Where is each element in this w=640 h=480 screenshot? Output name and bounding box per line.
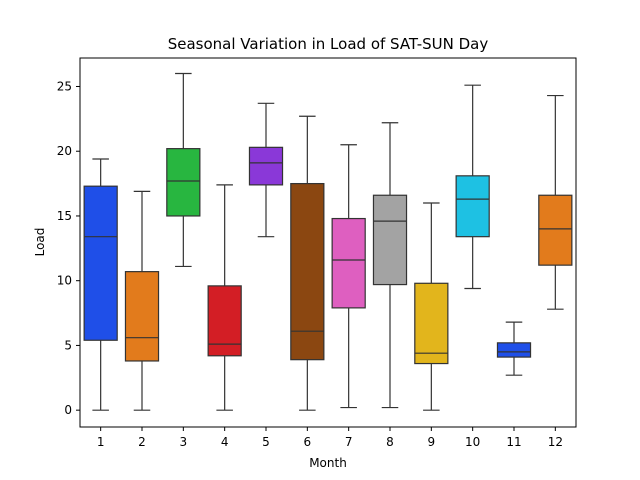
iqr-box <box>496 342 532 358</box>
iqr-box <box>538 194 573 266</box>
box-month-10 <box>455 84 490 290</box>
box-month-11 <box>496 321 532 376</box>
box-month-3 <box>166 72 201 268</box>
x-tick-label: 1 <box>97 435 105 449</box>
iqr-box <box>248 146 284 186</box>
box-month-12 <box>538 94 573 310</box>
y-tick-label: 0 <box>64 403 72 417</box>
x-tick-label: 9 <box>428 435 436 449</box>
box-month-6 <box>290 115 325 411</box>
y-axis-label: Load <box>33 228 47 257</box>
x-tick-label: 11 <box>506 435 521 449</box>
x-tick-label: 10 <box>465 435 480 449</box>
box-month-1 <box>83 158 118 411</box>
iqr-box <box>414 282 449 365</box>
iqr-box <box>455 175 490 238</box>
iqr-box <box>124 271 160 362</box>
chart-title: Seasonal Variation in Load of SAT-SUN Da… <box>168 35 489 53</box>
box-month-7 <box>331 144 366 409</box>
x-axis: 1 2 3 4 5 6 7 8 9 10 11 12 <box>97 427 563 449</box>
box-month-4 <box>207 184 242 411</box>
iqr-box <box>372 194 408 286</box>
y-tick-label: 10 <box>57 274 72 288</box>
x-tick-label: 3 <box>180 435 188 449</box>
x-tick-label: 4 <box>221 435 229 449</box>
plot-area <box>83 72 573 411</box>
y-tick-label: 15 <box>57 209 72 223</box>
box-month-8 <box>372 122 408 409</box>
iqr-box <box>290 182 325 361</box>
iqr-box <box>331 217 366 309</box>
y-axis: 0 5 10 15 20 25 <box>57 79 80 417</box>
x-tick-label: 2 <box>138 435 146 449</box>
x-tick-label: 6 <box>304 435 312 449</box>
x-tick-label: 7 <box>345 435 353 449</box>
x-tick-label: 8 <box>386 435 394 449</box>
iqr-box <box>207 285 242 357</box>
box-month-5 <box>248 102 284 238</box>
plot-frame <box>79 57 577 428</box>
iqr-box <box>166 148 201 217</box>
y-tick-label: 5 <box>64 338 72 352</box>
y-tick-label: 25 <box>57 79 72 93</box>
box-month-2 <box>124 190 160 411</box>
iqr-box <box>83 185 118 341</box>
y-tick-label: 20 <box>57 144 72 158</box>
x-axis-label: Month <box>309 456 347 470</box>
box-month-9 <box>414 202 449 411</box>
x-tick-label: 12 <box>548 435 563 449</box>
x-tick-label: 5 <box>262 435 270 449</box>
